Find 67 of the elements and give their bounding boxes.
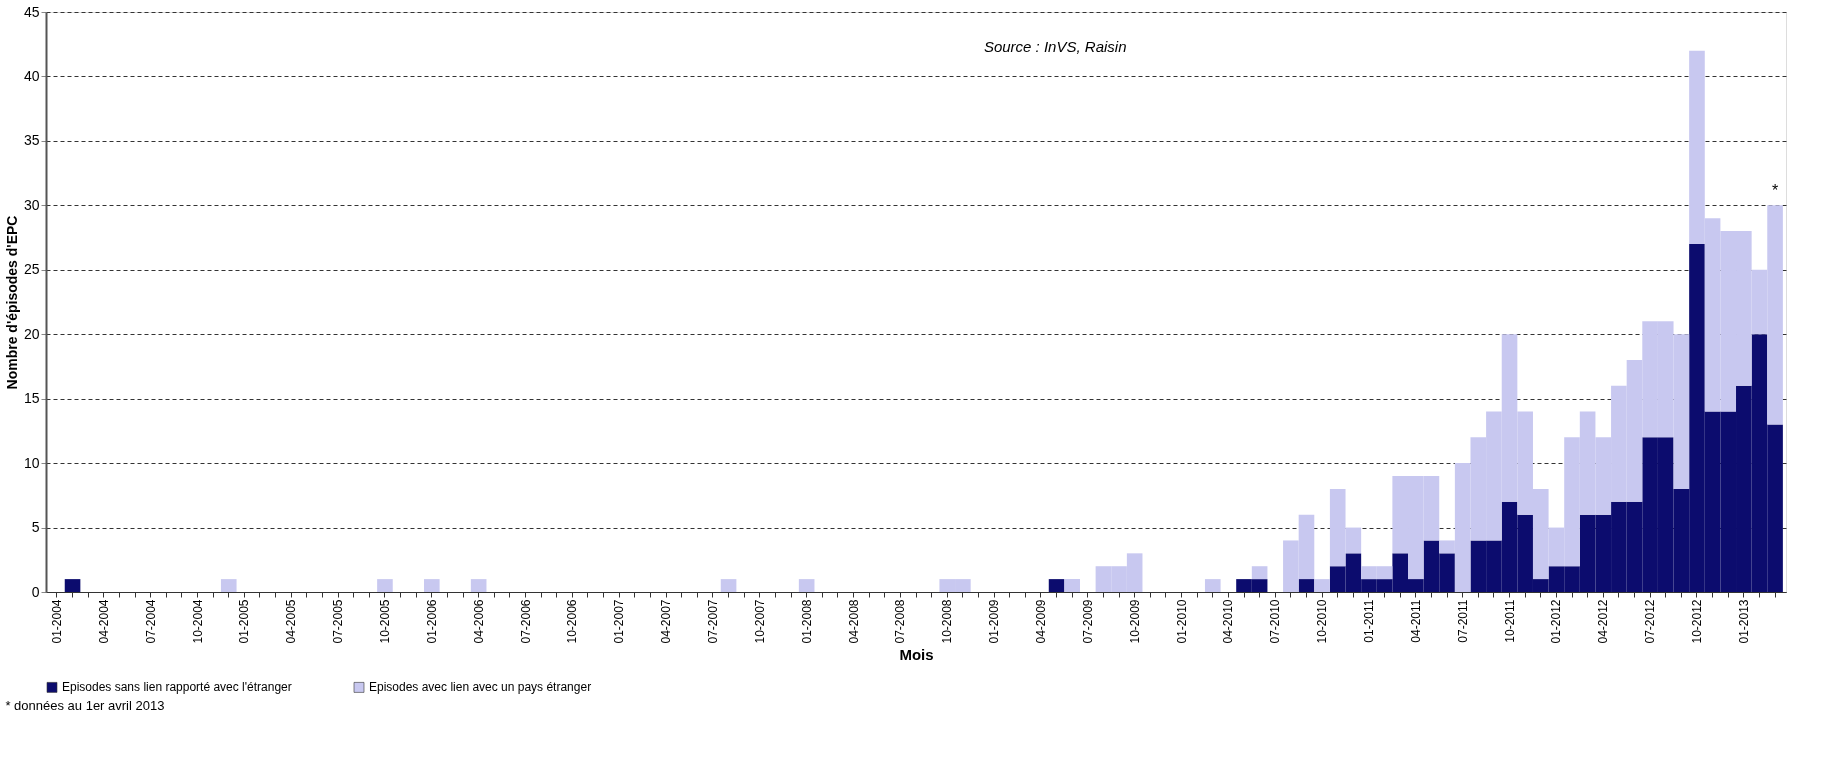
x-tick-label: 10-2009: [1127, 599, 1142, 644]
x-tick-label: 01-2007: [612, 599, 627, 644]
bar: [1204, 579, 1221, 592]
x-axis-title: Mois: [899, 645, 934, 663]
x-tick-label: 01-2009: [987, 599, 1002, 644]
x-tick-label: 04-2005: [284, 599, 299, 644]
bar: [220, 579, 237, 592]
y-tick-label: 5: [31, 519, 40, 536]
x-tick-label: 07-2007: [705, 599, 720, 644]
x-tick-label: 01-2008: [799, 599, 814, 644]
x-tick-label: 10-2010: [1315, 599, 1330, 644]
y-tick-label: 10: [23, 454, 40, 471]
x-tick-label: 07-2006: [518, 599, 533, 644]
x-tick-label: 07-2004: [143, 599, 158, 644]
x-tick-label: 10-2007: [752, 599, 767, 644]
x-tick-label: 10-2006: [565, 599, 580, 644]
bar: [720, 579, 737, 592]
x-tick-label: 04-2010: [1221, 599, 1236, 644]
y-tick-label: 20: [23, 325, 40, 342]
y-tick-label: 40: [23, 67, 40, 84]
x-tick-label: 04-2009: [1033, 599, 1048, 644]
x-tick-label: 10-2012: [1689, 599, 1704, 644]
x-tick-label: 07-2012: [1643, 599, 1658, 644]
bar: [377, 579, 393, 592]
x-tick-label: 01-2013: [1736, 599, 1751, 644]
bar: [470, 579, 487, 592]
bar: [1251, 566, 1268, 580]
y-tick-label: 35: [23, 132, 40, 149]
y-tick-label: 30: [23, 196, 40, 213]
x-tick-label: 10-2008: [940, 599, 955, 644]
y-tick-label: 45: [23, 3, 40, 20]
x-tick-label: 07-2009: [1080, 599, 1095, 644]
bar: [1048, 579, 1065, 592]
x-tick-label: 01-2011: [1361, 599, 1376, 643]
bar: [1314, 579, 1330, 592]
bar: [64, 579, 81, 592]
x-tick-label: 07-2005: [331, 599, 346, 644]
annotation: *: [1771, 182, 1779, 200]
bar: [423, 579, 440, 592]
x-tick-label: 01-2006: [424, 599, 439, 644]
x-tick-label: 10-2011: [1502, 599, 1517, 643]
y-tick-label: 15: [23, 390, 40, 407]
bar: [1298, 579, 1315, 592]
y-tick-label: 25: [23, 261, 40, 278]
bar: [1064, 579, 1080, 592]
legend-label: Episodes sans lien rapporté avec l'étranger: [62, 680, 292, 695]
x-tick-label: 07-2010: [1268, 599, 1283, 644]
x-tick-label: 04-2008: [846, 599, 861, 644]
x-tick-label: 07-2011: [1455, 599, 1470, 643]
x-tick-label: 01-2005: [237, 599, 252, 644]
text: * données au 1er avril 2013: [5, 698, 165, 713]
x-tick-label: 04-2004: [96, 599, 111, 644]
x-tick-label: 04-2006: [471, 599, 486, 644]
legend-label: Episodes avec lien avec un pays étranger: [369, 680, 592, 695]
x-tick-label: 04-2007: [659, 599, 674, 644]
annotation: Source : InVS, Raisin: [983, 37, 1127, 55]
x-tick-label: 10-2004: [190, 599, 205, 644]
x-tick-label: 01-2010: [1174, 599, 1189, 644]
bar: [798, 579, 815, 592]
x-tick-label: 10-2005: [377, 599, 392, 644]
x-tick-label: 01-2012: [1549, 599, 1564, 644]
y-tick-label: 0: [31, 583, 40, 600]
y-axis-title: Nombre d'épisodes d'EPC: [3, 215, 20, 390]
x-tick-label: 01-2004: [49, 599, 64, 644]
x-tick-label: 04-2012: [1596, 599, 1611, 644]
x-tick-label: 04-2011: [1408, 599, 1423, 643]
x-tick-label: 07-2008: [893, 599, 908, 644]
